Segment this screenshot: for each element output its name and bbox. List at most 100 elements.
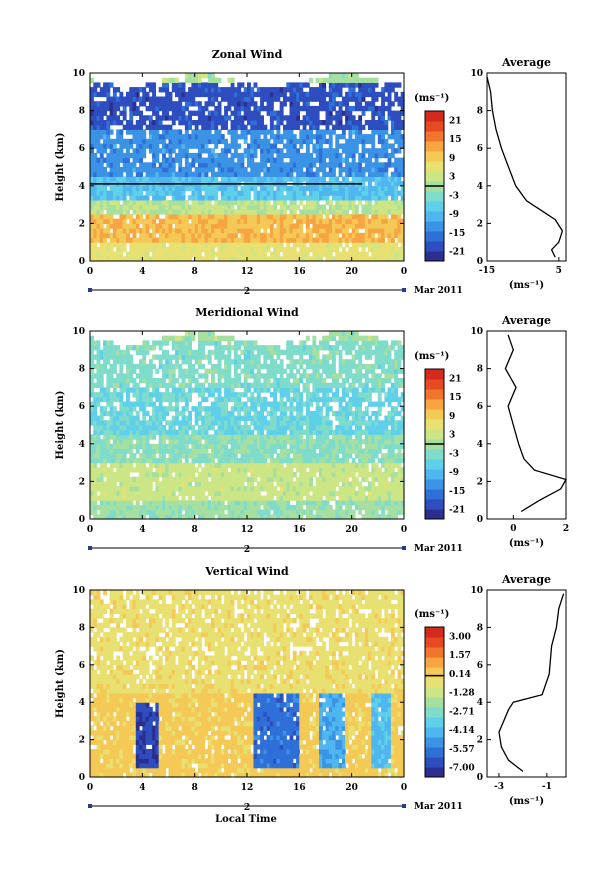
heatmap-cell: [90, 199, 94, 206]
heatmap-cell: [289, 162, 294, 168]
heatmap-cell: [237, 396, 242, 403]
heatmap-cell: [142, 500, 147, 506]
heatmap-cell: [260, 237, 264, 243]
heatmap-cell: [263, 228, 268, 234]
heatmap-cell: [273, 199, 278, 206]
heatmap-cell: [315, 195, 320, 201]
heatmap-cell: [148, 495, 153, 501]
heatmap-cell: [292, 143, 297, 149]
heatmap-cell: [345, 115, 349, 121]
heatmap-cell: [148, 190, 153, 196]
heatmap-cell: [168, 392, 173, 398]
heatmap-cell: [148, 462, 153, 468]
heatmap-cell: [162, 349, 166, 356]
heatmap-cell: [328, 171, 333, 177]
heatmap-cell: [227, 232, 232, 239]
heatmap-cell: [309, 152, 313, 159]
heatmap-cell: [364, 105, 369, 112]
heatmap-cell: [165, 406, 170, 412]
heatmap-cell: [269, 129, 274, 135]
heatmap-cell: [207, 87, 212, 93]
heatmap-cell: [250, 134, 255, 140]
heatmap-cell: [201, 157, 206, 163]
heatmap-cell: [283, 91, 287, 98]
heatmap-cell: [240, 500, 245, 506]
heatmap-cell: [139, 443, 143, 450]
heatmap-cell: [332, 218, 336, 224]
heatmap-cell: [197, 77, 202, 83]
heatmap-cell: [240, 246, 245, 253]
heatmap-cell: [305, 195, 310, 201]
heatmap-cell: [322, 157, 327, 163]
heatmap-cell: [305, 143, 310, 149]
heatmap-cell: [188, 237, 192, 243]
heatmap-cell: [299, 223, 304, 229]
heatmap-cell: [296, 101, 300, 107]
heatmap-cell: [273, 167, 278, 173]
heatmap-cell: [152, 176, 156, 182]
heatmap-cell: [338, 77, 343, 83]
heatmap-cell: [348, 105, 353, 112]
heatmap-cell: [338, 256, 343, 262]
heatmap-cell: [227, 157, 232, 163]
heatmap-cell: [152, 420, 156, 426]
heatmap-cell: [377, 181, 382, 187]
heatmap-cell: [175, 363, 179, 370]
heatmap-cell: [358, 251, 363, 257]
heatmap-cell: [240, 406, 245, 412]
heatmap-cell: [397, 251, 402, 257]
heatmap-cell: [207, 425, 212, 431]
heatmap-cell: [394, 96, 399, 102]
heatmap-cell: [201, 457, 206, 464]
heatmap-cell: [283, 199, 287, 206]
heatmap-cell: [142, 115, 147, 121]
heatmap-cell: [328, 242, 333, 248]
heatmap-cell: [220, 472, 225, 478]
heatmap-cell: [197, 110, 202, 116]
heatmap-cell: [302, 176, 307, 182]
heatmap-cell: [315, 134, 320, 140]
heatmap-cell: [181, 209, 186, 215]
heatmap-cell: [289, 190, 294, 196]
heatmap-cell: [312, 148, 317, 154]
heatmap-cell: [188, 354, 192, 360]
heatmap-cell: [384, 218, 389, 224]
heatmap-cell: [296, 237, 300, 243]
heatmap-cell: [263, 167, 268, 173]
heatmap-cell: [112, 448, 117, 454]
heatmap-cell: [224, 490, 228, 497]
heatmap-cell: [227, 185, 232, 192]
heatmap-cell: [165, 171, 170, 177]
heatmap-cell: [292, 204, 297, 210]
heatmap-cell: [371, 134, 376, 140]
heatmap-cell: [116, 209, 121, 215]
heatmap-cell: [230, 167, 235, 173]
heatmap-cell: [214, 195, 219, 201]
heatmap-cell: [119, 453, 124, 459]
heatmap-cell: [364, 204, 369, 210]
heatmap-cell: [119, 387, 124, 393]
heatmap-cell: [289, 115, 294, 121]
heatmap-cell: [230, 434, 235, 440]
heatmap-cell: [400, 185, 405, 192]
heatmap-cell: [286, 138, 291, 145]
heatmap-cell: [178, 228, 183, 234]
heatmap-cell: [162, 382, 166, 388]
heatmap-cell: [233, 171, 238, 177]
heatmap-cell: [220, 199, 225, 206]
heatmap-cell: [168, 138, 173, 145]
heatmap-cell: [158, 167, 163, 173]
heatmap-cell: [230, 91, 235, 98]
heatmap-cell: [168, 453, 173, 459]
heatmap-cell: [211, 406, 215, 412]
heatmap-cell: [364, 77, 369, 83]
heatmap-cell: [109, 490, 114, 497]
heatmap-cell: [207, 387, 212, 393]
heatmap-cell: [197, 185, 202, 192]
heatmap-cell: [240, 392, 245, 398]
heatmap-cell: [197, 500, 202, 506]
heatmap-cell: [175, 509, 179, 515]
heatmap-cell: [390, 199, 395, 206]
heatmap-cell: [283, 251, 287, 257]
heatmap-cell: [214, 387, 219, 393]
